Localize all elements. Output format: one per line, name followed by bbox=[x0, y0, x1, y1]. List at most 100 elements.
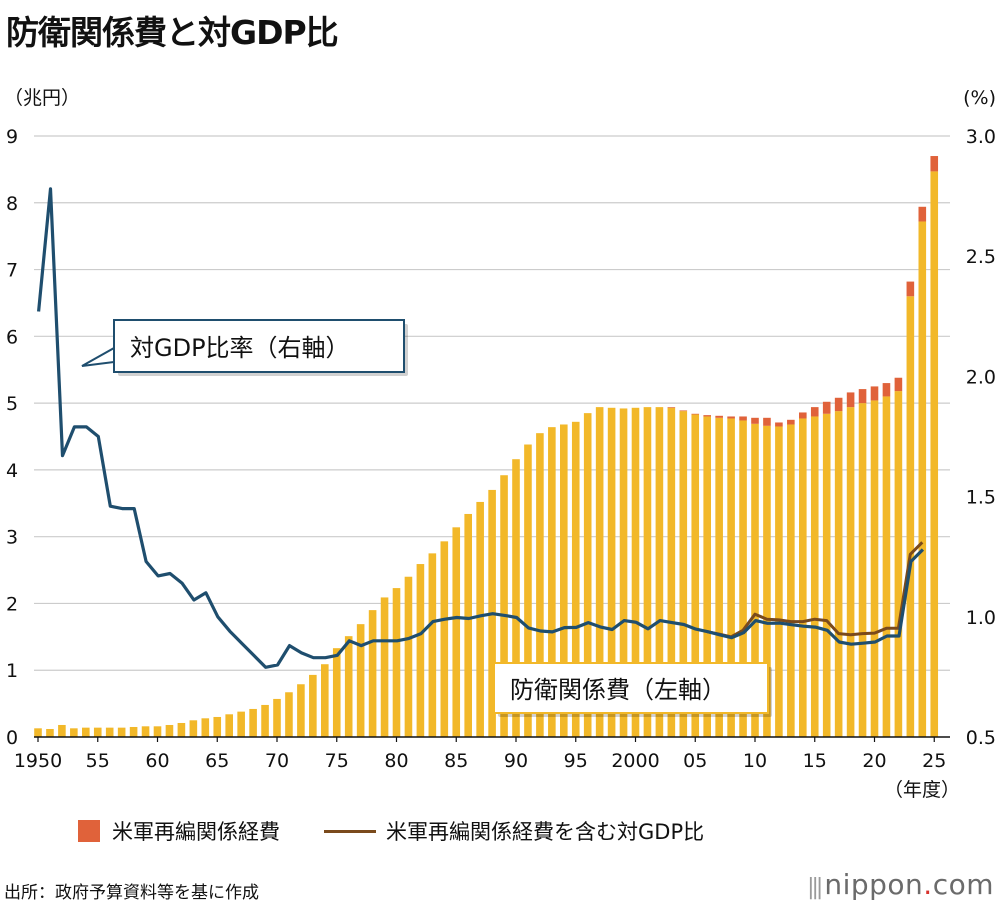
bar-defense-1995 bbox=[571, 421, 580, 737]
bar-defense-1976 bbox=[344, 636, 353, 737]
bar-defense-1989 bbox=[500, 475, 508, 737]
bar-defense-2007 bbox=[715, 417, 723, 737]
bar-defense-1960 bbox=[153, 726, 162, 737]
bar-defense-1953 bbox=[70, 728, 78, 737]
y-right-tick-label: 2.5 bbox=[966, 246, 996, 268]
bar-realign-2010 bbox=[751, 417, 759, 424]
bar-realign-2007 bbox=[715, 415, 723, 418]
bar-defense-1979 bbox=[380, 597, 389, 737]
bar-defense-1966 bbox=[225, 714, 233, 737]
x-tick-label: 25 bbox=[922, 750, 946, 772]
bar-defense-2016 bbox=[822, 413, 831, 737]
bar-defense-1991 bbox=[524, 444, 532, 737]
x-tick-label: 55 bbox=[86, 750, 110, 772]
bar-realign-2014 bbox=[799, 412, 807, 419]
bar-defense-1983 bbox=[428, 553, 437, 737]
bar-realign-2008 bbox=[727, 416, 735, 419]
bar-defense-2020 bbox=[870, 400, 879, 737]
brand-bars-icon: ||| bbox=[807, 875, 823, 900]
y-left-tick-label: 9 bbox=[6, 126, 18, 148]
x-tick-label: 20 bbox=[862, 750, 886, 772]
y-left-tick-label: 7 bbox=[6, 260, 18, 282]
bar-defense-1950 bbox=[34, 728, 42, 737]
bar-defense-1965 bbox=[213, 716, 222, 737]
legend-item-realignment: 米軍再編関係経費 bbox=[78, 816, 280, 846]
bar-defense-2009 bbox=[739, 420, 747, 737]
bar-defense-2021 bbox=[882, 396, 891, 737]
bar-defense-2022 bbox=[894, 391, 903, 737]
bar-realign-2022 bbox=[894, 377, 903, 392]
bar-defense-1973 bbox=[309, 674, 317, 737]
line-ratio-gdp bbox=[37, 187, 925, 669]
bar-defense-1992 bbox=[536, 433, 544, 737]
right-axis-unit: (%) bbox=[963, 87, 996, 109]
axes-layer: 0 1 2 3 4 5 6 7 8 9 0.5 1.0 1.5 2.0 2.5 3.0 1950 55 60 65 70… bbox=[6, 126, 996, 772]
bar-defense-1955 bbox=[93, 727, 102, 737]
bar-realign-2023 bbox=[906, 281, 915, 297]
y-left-tick-label: 0 bbox=[6, 727, 18, 749]
bar-defense-2017 bbox=[834, 411, 843, 737]
brand-logo[interactable]: ||| nippon.com bbox=[807, 868, 994, 901]
bar-realign-2003 bbox=[667, 407, 676, 408]
x-tick-label: 15 bbox=[803, 750, 827, 772]
bar-realign-2012 bbox=[775, 422, 783, 427]
bar-defense-2019 bbox=[858, 403, 867, 737]
bar-defense-2008 bbox=[727, 418, 735, 737]
x-axis-unit: （年度） bbox=[884, 779, 960, 800]
bar-realign-2006 bbox=[703, 415, 711, 417]
chart-canvas: 0 1 2 3 4 5 6 7 8 9 0.5 1.0 1.5 2.0 2.5 3.0 1950 55 60 65 70… bbox=[4, 87, 996, 800]
bar-defense-1993 bbox=[548, 427, 556, 737]
bar-defense-1977 bbox=[356, 624, 365, 737]
bar-defense-1974 bbox=[321, 664, 329, 737]
callout-ratio-box bbox=[113, 319, 405, 373]
y-left-tick-label: 5 bbox=[6, 393, 18, 415]
legend-label-realignment: 米軍再編関係経費 bbox=[112, 820, 280, 844]
bar-defense-1997 bbox=[595, 407, 604, 737]
y-right-tick-label: 1.5 bbox=[966, 487, 996, 509]
x-tick-label: 80 bbox=[384, 750, 408, 772]
bar-defense-1969 bbox=[261, 704, 269, 737]
bar-defense-2005 bbox=[691, 414, 700, 737]
bar-defense-1952 bbox=[58, 724, 66, 737]
bar-defense-1958 bbox=[129, 726, 138, 737]
line-ratio-incl-realign bbox=[706, 541, 924, 639]
bar-defense-2004 bbox=[679, 411, 688, 737]
bar-defense-1961 bbox=[165, 724, 174, 737]
bars-layer bbox=[34, 156, 939, 738]
bar-defense-1996 bbox=[583, 413, 592, 737]
bar-defense-2003 bbox=[667, 407, 676, 737]
bar-defense-2012 bbox=[775, 426, 783, 737]
bar-defense-1962 bbox=[177, 722, 186, 737]
bar-realign-2009 bbox=[739, 416, 747, 421]
bar-defense-2013 bbox=[787, 424, 795, 737]
bar-defense-2002 bbox=[655, 407, 664, 737]
legend-label-ratio-incl: 米軍再編関係経費を含む対GDP比 bbox=[386, 820, 705, 844]
bar-defense-1970 bbox=[273, 698, 281, 737]
x-tick-label: 70 bbox=[265, 750, 289, 772]
bar-defense-1981 bbox=[404, 576, 413, 737]
legend: 米軍再編関係経費 米軍再編関係経費を含む対GDP比 bbox=[78, 816, 748, 846]
bar-realign-2017 bbox=[834, 397, 843, 412]
x-tick-label: 90 bbox=[504, 750, 528, 772]
bar-defense-1998 bbox=[607, 407, 616, 737]
x-tick-label: 95 bbox=[564, 750, 588, 772]
callout-ratio: 対GDP比率（右軸） bbox=[81, 319, 408, 376]
bar-realign-2005 bbox=[691, 413, 700, 415]
y-right-tick-label: 0.5 bbox=[966, 727, 996, 749]
y-right-tick-label: 3.0 bbox=[966, 126, 996, 148]
y-left-tick-label: 4 bbox=[6, 460, 18, 482]
bar-defense-1968 bbox=[249, 708, 257, 737]
y-right-tick-label: 1.0 bbox=[966, 607, 996, 629]
bar-defense-1959 bbox=[141, 726, 150, 737]
bar-defense-1999 bbox=[619, 408, 628, 737]
bar-defense-2024 bbox=[918, 221, 927, 737]
x-tick-label: 65 bbox=[205, 750, 229, 772]
bar-realign-2013 bbox=[787, 419, 795, 425]
bar-defense-1990 bbox=[512, 459, 520, 737]
legend-swatch-realignment bbox=[78, 820, 100, 842]
bar-defense-1987 bbox=[476, 501, 484, 737]
y-left-tick-label: 3 bbox=[6, 527, 18, 549]
y-left-tick-label: 2 bbox=[6, 593, 18, 615]
x-tick-label: 85 bbox=[444, 750, 468, 772]
bar-defense-2015 bbox=[810, 416, 819, 737]
